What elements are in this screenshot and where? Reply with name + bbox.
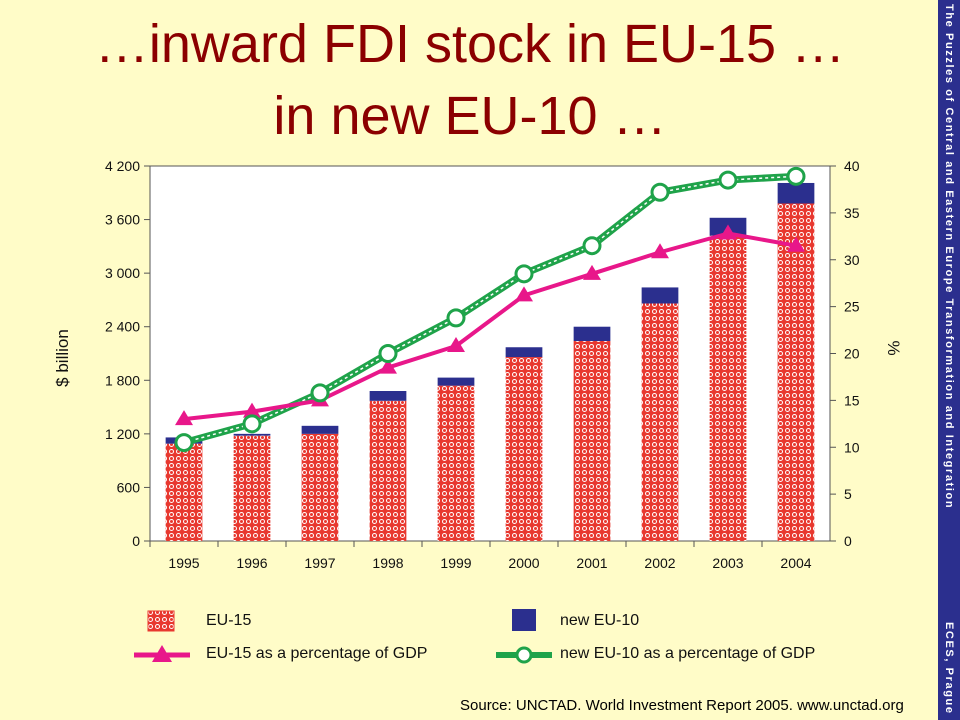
legend-eu15-gdp-swatch	[134, 645, 190, 662]
point-new-eu10-gdp	[786, 166, 806, 186]
point-new-eu10-gdp	[446, 308, 466, 328]
bar-eu15	[437, 385, 475, 541]
point-eu15-gdp	[583, 264, 601, 280]
x-tick-label: 2000	[508, 555, 539, 571]
y2-axis-label: %	[884, 340, 903, 355]
bar-new-eu10	[573, 326, 611, 341]
legend-new-eu10-gdp-swatch	[496, 646, 552, 664]
legend-eu15-swatch	[147, 610, 175, 632]
y2-tick-label: 25	[844, 299, 860, 315]
legend-eu15-label: EU-15	[206, 612, 252, 629]
bar-eu15	[505, 357, 543, 541]
side-banner	[938, 0, 960, 720]
bar-new-eu10	[505, 347, 543, 358]
point-new-eu10-gdp	[650, 182, 670, 202]
point-eu15-gdp	[175, 410, 193, 426]
bar-new-eu10	[641, 287, 679, 304]
y2-tick-label: 40	[844, 158, 860, 174]
y-tick-label: 0	[132, 533, 140, 549]
legend-eu15-gdp-label: EU-15 as a percentage of GDP	[206, 645, 428, 662]
x-tick-label: 1996	[236, 555, 267, 571]
legend-new-eu10-swatch	[512, 609, 536, 631]
point-new-eu10-gdp	[582, 236, 602, 256]
bar-eu15	[641, 303, 679, 541]
y2-tick-label: 10	[844, 439, 860, 455]
bar-eu15	[165, 443, 203, 541]
y-tick-label: 1 200	[105, 426, 140, 442]
slide-title-line-2: in new EU-10 …	[273, 86, 667, 146]
point-new-eu10-gdp	[378, 344, 398, 363]
y2-axis-ticks: 0 5 10 15 20 25 30 35 40	[830, 158, 860, 549]
x-tick-label: 2002	[644, 555, 675, 571]
point-eu15-gdp	[651, 243, 669, 259]
y2-tick-label: 0	[844, 533, 852, 549]
legend-new-eu10-label: new EU-10	[560, 612, 640, 629]
bar-eu15	[301, 433, 339, 541]
point-new-eu10-gdp	[242, 414, 262, 434]
y-tick-label: 3 600	[105, 212, 140, 228]
x-tick-label: 2004	[780, 555, 811, 571]
point-new-eu10-gdp	[514, 264, 534, 284]
x-tick-label: 2003	[712, 555, 743, 571]
y2-tick-label: 20	[844, 346, 860, 362]
line-eu15-gdp	[183, 231, 797, 422]
bar-eu15	[233, 435, 271, 541]
point-eu15-gdp	[787, 236, 805, 252]
bar-eu15	[573, 341, 611, 541]
x-tick-label: 1997	[304, 555, 335, 571]
y2-tick-label: 30	[844, 252, 860, 268]
x-tick-label: 1995	[168, 555, 199, 571]
point-new-eu10-gdp	[174, 433, 194, 453]
slide-title-line-1: …inward FDI stock in EU-15 …	[94, 14, 846, 74]
y-tick-label: 3 000	[105, 265, 140, 281]
y-axis-label: $ billion	[53, 329, 72, 387]
y-axis-ticks: 0 600 1 200 1 800 2 400 3 000 3 600 4 200	[105, 158, 150, 549]
y-tick-label: 2 400	[105, 319, 140, 335]
bar-eu15	[709, 235, 747, 541]
y-tick-label: 4 200	[105, 158, 140, 174]
bar-new-eu10	[369, 391, 407, 401]
lines-group	[174, 166, 806, 453]
y2-tick-label: 5	[844, 486, 852, 502]
point-new-eu10-gdp	[310, 383, 330, 403]
line-new-eu10-gdp-inner	[183, 175, 797, 444]
y2-tick-label: 35	[844, 205, 860, 221]
bars-group	[165, 182, 815, 541]
side-banner-title: The Puzzles of Central and Eastern Europ…	[943, 4, 955, 510]
bar-eu15	[777, 203, 815, 541]
bar-eu15	[369, 400, 407, 541]
point-eu15-gdp	[447, 337, 465, 352]
point-eu15-gdp	[515, 286, 533, 302]
x-axis-ticks: 1995 1996 1997 1998 1999 2000 2001 2002 2003 2004	[149, 541, 812, 571]
fdi-chart: 0 600 1 200 1 800 2 400 3 000 3 600 4 200 0 5 10 1…	[53, 158, 903, 664]
x-tick-label: 2001	[576, 555, 607, 571]
y-tick-label: 1 800	[105, 372, 140, 388]
x-tick-label: 1999	[440, 555, 471, 571]
y-tick-label: 600	[117, 479, 141, 495]
y2-tick-label: 15	[844, 392, 860, 408]
point-eu15-gdp	[243, 402, 261, 418]
bar-new-eu10	[301, 425, 339, 434]
bar-new-eu10	[233, 433, 271, 436]
point-eu15-gdp	[379, 358, 397, 374]
point-new-eu10-gdp	[718, 170, 738, 190]
side-banner-institution: ECES, Prague	[943, 622, 955, 715]
bar-new-eu10	[777, 182, 815, 204]
point-eu15-gdp	[719, 224, 737, 240]
x-tick-label: 1998	[372, 555, 403, 571]
legend-new-eu10-gdp-label: new EU-10 as a percentage of GDP	[560, 645, 816, 662]
source-note: Source: UNCTAD. World Investment Report …	[460, 697, 904, 714]
bar-new-eu10	[437, 377, 475, 386]
